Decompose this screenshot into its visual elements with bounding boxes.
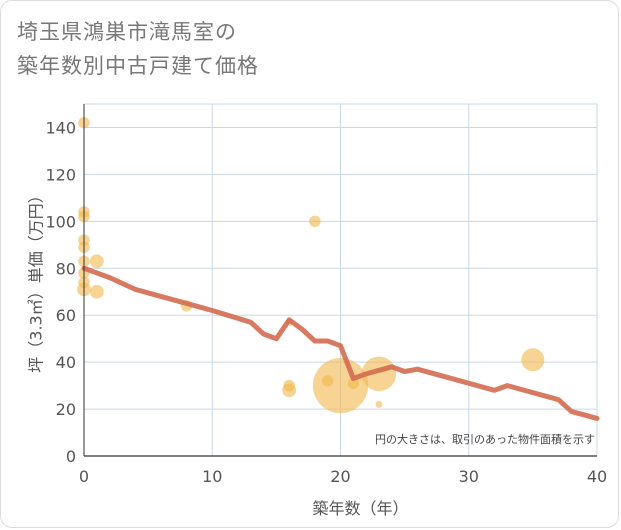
y-tick-label: 140 xyxy=(45,118,76,137)
y-tick-label: 20 xyxy=(56,400,76,419)
y-tick-label: 40 xyxy=(56,353,76,372)
trend-line xyxy=(81,265,600,421)
axes: 0 20 40 60 80 100 120 140 0 10 20 30 40 xyxy=(45,104,607,486)
y-axis-title: 坪（3.3㎡）単価（万円） xyxy=(27,187,46,372)
y-tick-label: 100 xyxy=(45,212,76,231)
bubble-point xyxy=(312,358,369,414)
y-tick-label: 80 xyxy=(56,259,76,278)
x-axis-title: 築年数（年） xyxy=(312,499,408,518)
bubble-point xyxy=(309,215,321,228)
bubble-point xyxy=(521,348,545,372)
bubble-point xyxy=(89,284,104,299)
x-tick-label: 20 xyxy=(330,467,350,486)
bubbles xyxy=(77,117,545,414)
title-line-1: 埼玉県鴻巣市滝馬室の xyxy=(17,20,237,44)
y-tick-label: 0 xyxy=(66,447,76,466)
title-line-2: 築年数別中古戸建て価格 xyxy=(17,54,259,78)
x-tick-label: 10 xyxy=(202,467,222,486)
chart-title: 埼玉県鴻巣市滝馬室の 築年数別中古戸建て価格 xyxy=(17,15,259,83)
y-tick-label: 120 xyxy=(45,165,76,184)
bubble-point xyxy=(89,254,104,269)
bubble-point xyxy=(361,356,397,392)
bubble-point xyxy=(282,383,297,398)
y-tick-label: 60 xyxy=(56,306,76,325)
size-note: 円の大きさは、取引のあった物件面積を示す xyxy=(375,432,595,446)
x-tick-label: 0 xyxy=(79,467,89,486)
trend-line-group xyxy=(81,265,600,421)
x-tick-label: 30 xyxy=(459,467,479,486)
bubble-point xyxy=(347,377,360,390)
bubble-point xyxy=(375,400,383,408)
x-tick-label: 40 xyxy=(587,467,607,486)
